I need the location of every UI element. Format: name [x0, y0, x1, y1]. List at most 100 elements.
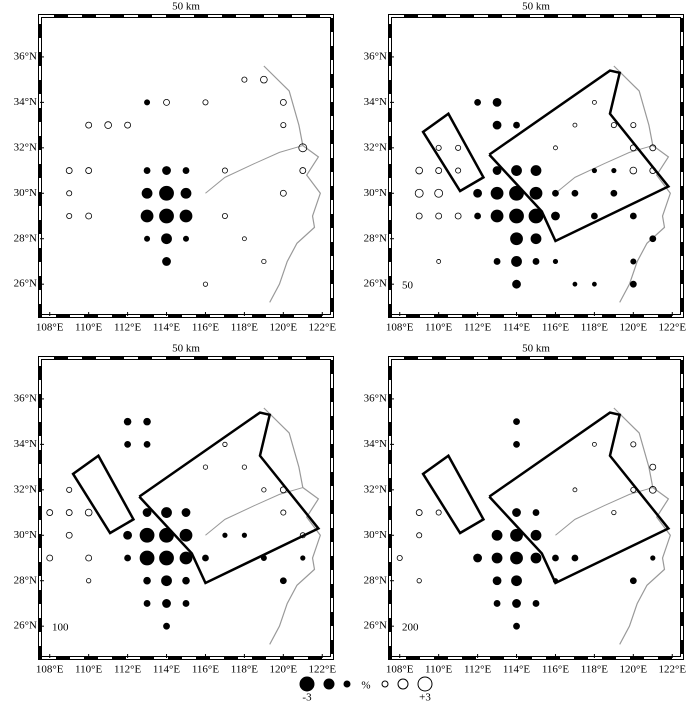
- anomaly-circle: [455, 167, 462, 174]
- region-outline: [71, 453, 136, 535]
- x-tick-label: 118°E: [231, 322, 258, 334]
- x-tick-label: 112°E: [464, 322, 491, 334]
- anomaly-circle: [434, 188, 444, 198]
- anomaly-circle: [513, 121, 520, 129]
- anomaly-circle: [629, 212, 637, 220]
- anomaly-circle: [162, 599, 171, 608]
- map-panel: 50 km 108°E 110°E 112°E 114°E 116°E 118°E 120°E…: [364, 343, 687, 676]
- y-tick-label: 32°N: [14, 141, 37, 153]
- legend-circle: [417, 676, 433, 692]
- anomaly-circle: [104, 121, 112, 129]
- anomaly-circle: [241, 532, 247, 538]
- anomaly-circle: [591, 167, 598, 174]
- anomaly-circle: [161, 233, 172, 245]
- anomaly-circle: [572, 281, 578, 287]
- anomaly-circle: [572, 122, 578, 128]
- anomaly-circle: [124, 121, 131, 129]
- coastline: [613, 407, 671, 645]
- legend-min-label: -3: [302, 692, 312, 704]
- anomaly-circle: [629, 577, 637, 585]
- anomaly-circle: [300, 555, 306, 561]
- anomaly-circle: [241, 464, 247, 470]
- y-tick-label: 26°N: [364, 620, 387, 632]
- anomaly-circle: [415, 212, 423, 220]
- anomaly-circle: [530, 165, 542, 176]
- region-outline: [138, 411, 321, 585]
- x-tick-label: 120°E: [270, 664, 298, 676]
- anomaly-circle: [241, 236, 247, 242]
- anomaly-circle: [610, 122, 617, 129]
- anomaly-circle: [436, 259, 442, 264]
- anomaly-circle: [144, 235, 151, 242]
- anomaly-circle: [649, 463, 657, 471]
- y-tick-label: 30°N: [14, 187, 37, 199]
- legend-circle: [299, 676, 315, 692]
- anomaly-circle: [492, 576, 502, 586]
- legend-circle: [397, 678, 409, 690]
- anomaly-circle: [629, 144, 637, 152]
- anomaly-circle: [85, 554, 93, 562]
- anomaly-circle: [84, 508, 93, 517]
- anomaly-circle: [260, 75, 268, 84]
- anomaly-circle: [510, 528, 523, 542]
- x-tick-label: 112°E: [464, 664, 491, 676]
- anomaly-circle: [416, 578, 422, 584]
- anomaly-circle: [163, 622, 170, 630]
- x-tick-label: 118°E: [581, 322, 608, 334]
- coastline: [613, 65, 671, 303]
- anomaly-circle: [159, 185, 174, 201]
- x-tick-label: 114°E: [503, 664, 530, 676]
- anomaly-circle: [144, 99, 151, 106]
- anomaly-circle: [513, 418, 520, 426]
- x-tick-label: 112°E: [114, 664, 141, 676]
- anomaly-circle: [182, 167, 190, 174]
- anomaly-circle: [530, 529, 542, 541]
- panel-label: 200: [402, 622, 419, 634]
- anomaly-circle: [511, 256, 522, 267]
- x-tick-label: 116°E: [542, 322, 569, 334]
- anomaly-circle: [492, 97, 502, 107]
- coastline: [263, 65, 321, 303]
- y-tick-label: 26°N: [364, 278, 387, 290]
- anomaly-circle: [179, 209, 193, 223]
- anomaly-circle: [179, 551, 193, 565]
- anomaly-circle: [159, 208, 174, 224]
- anomaly-circle: [474, 212, 482, 220]
- anomaly-circle: [572, 487, 578, 493]
- anomaly-circle: [611, 509, 617, 516]
- anomaly-circle: [416, 532, 423, 539]
- anomaly-circle: [592, 281, 597, 287]
- anomaly-circle: [532, 258, 540, 265]
- legend-circle: [381, 680, 389, 688]
- panel-label: 50: [402, 280, 414, 292]
- anomaly-circle: [511, 165, 522, 176]
- x-tick-label: 110°E: [75, 322, 102, 334]
- coastline: [263, 407, 321, 645]
- anomaly-circle: [124, 554, 131, 562]
- anomaly-circle: [474, 98, 482, 106]
- y-tick-label: 28°N: [14, 232, 37, 244]
- anomaly-circle: [139, 527, 155, 543]
- x-tick-label: 114°E: [153, 664, 180, 676]
- anomaly-circle: [123, 417, 132, 426]
- anomaly-circle: [512, 599, 521, 608]
- map-frame-dash: [389, 357, 683, 659]
- anomaly-circle: [435, 167, 443, 174]
- anomaly-circle: [455, 144, 462, 151]
- anomaly-circle: [473, 188, 483, 198]
- map-frame: [38, 356, 334, 660]
- anomaly-circle: [649, 167, 657, 174]
- anomaly-circle: [142, 508, 152, 517]
- anomaly-circle: [85, 212, 93, 220]
- anomaly-circle: [162, 166, 171, 175]
- anomaly-circle: [279, 486, 287, 494]
- anomaly-circle: [512, 279, 521, 289]
- anomaly-circle: [510, 232, 523, 246]
- anomaly-circle: [650, 555, 656, 561]
- anomaly-circle: [260, 555, 267, 562]
- anomaly-circle: [513, 440, 520, 448]
- anomaly-circle: [141, 187, 153, 199]
- anomaly-circle: [552, 578, 559, 584]
- anomaly-circle: [241, 76, 248, 83]
- anomaly-circle: [512, 508, 521, 517]
